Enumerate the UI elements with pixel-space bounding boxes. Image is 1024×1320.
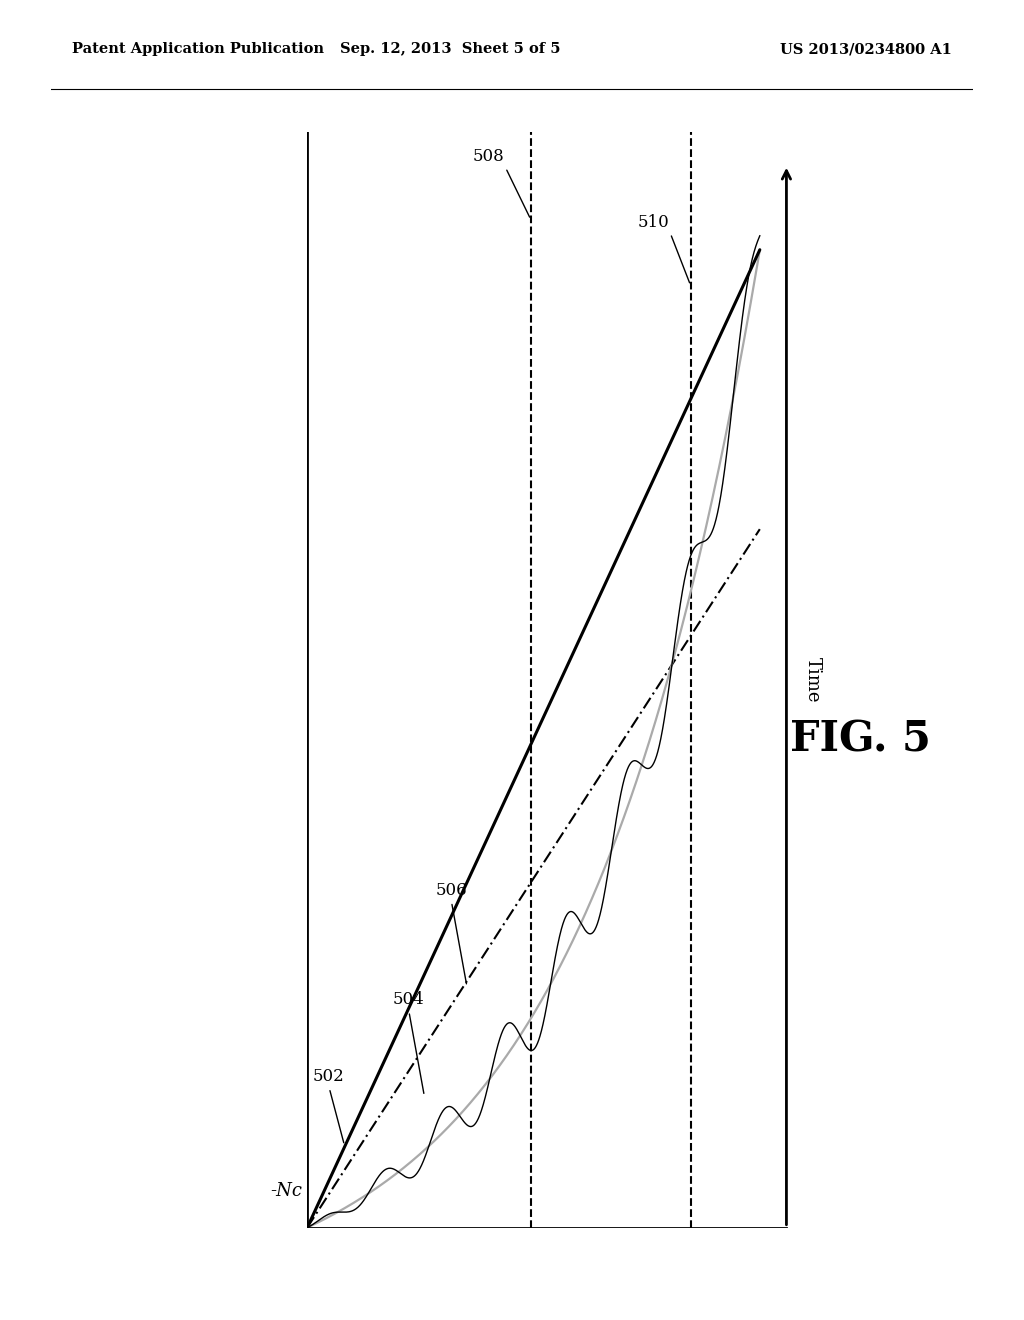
Text: -Nc: -Nc: [270, 1183, 302, 1200]
Text: 506: 506: [435, 882, 467, 983]
Text: 510: 510: [638, 214, 689, 282]
Text: US 2013/0234800 A1: US 2013/0234800 A1: [780, 42, 952, 57]
Text: Sep. 12, 2013  Sheet 5 of 5: Sep. 12, 2013 Sheet 5 of 5: [340, 42, 561, 57]
Text: 508: 508: [472, 148, 529, 218]
Text: 502: 502: [312, 1068, 344, 1143]
Text: 504: 504: [392, 991, 424, 1093]
Text: Time: Time: [804, 657, 822, 702]
Text: Patent Application Publication: Patent Application Publication: [72, 42, 324, 57]
Text: FIG. 5: FIG. 5: [790, 718, 931, 760]
